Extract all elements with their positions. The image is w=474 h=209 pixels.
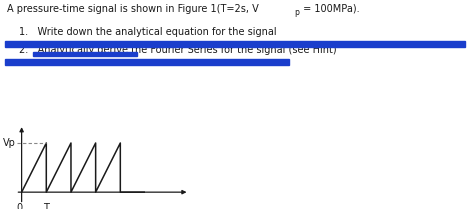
Bar <box>5 41 465 47</box>
Text: Vp: Vp <box>2 138 16 148</box>
Text: 2.   Analytically derive the Fourier Series for the signal (see Hint): 2. Analytically derive the Fourier Serie… <box>19 45 337 55</box>
Bar <box>33 52 137 56</box>
Bar <box>5 59 289 65</box>
Text: = 100MPa).: = 100MPa). <box>300 4 359 14</box>
Text: p: p <box>294 9 299 18</box>
Text: A pressure-time signal is shown in Figure 1(T=2s, V: A pressure-time signal is shown in Figur… <box>7 4 259 14</box>
Text: 1.   Write down the analytical equation for the signal: 1. Write down the analytical equation fo… <box>19 27 277 37</box>
Text: T: T <box>43 203 49 209</box>
Text: 0: 0 <box>16 203 22 209</box>
